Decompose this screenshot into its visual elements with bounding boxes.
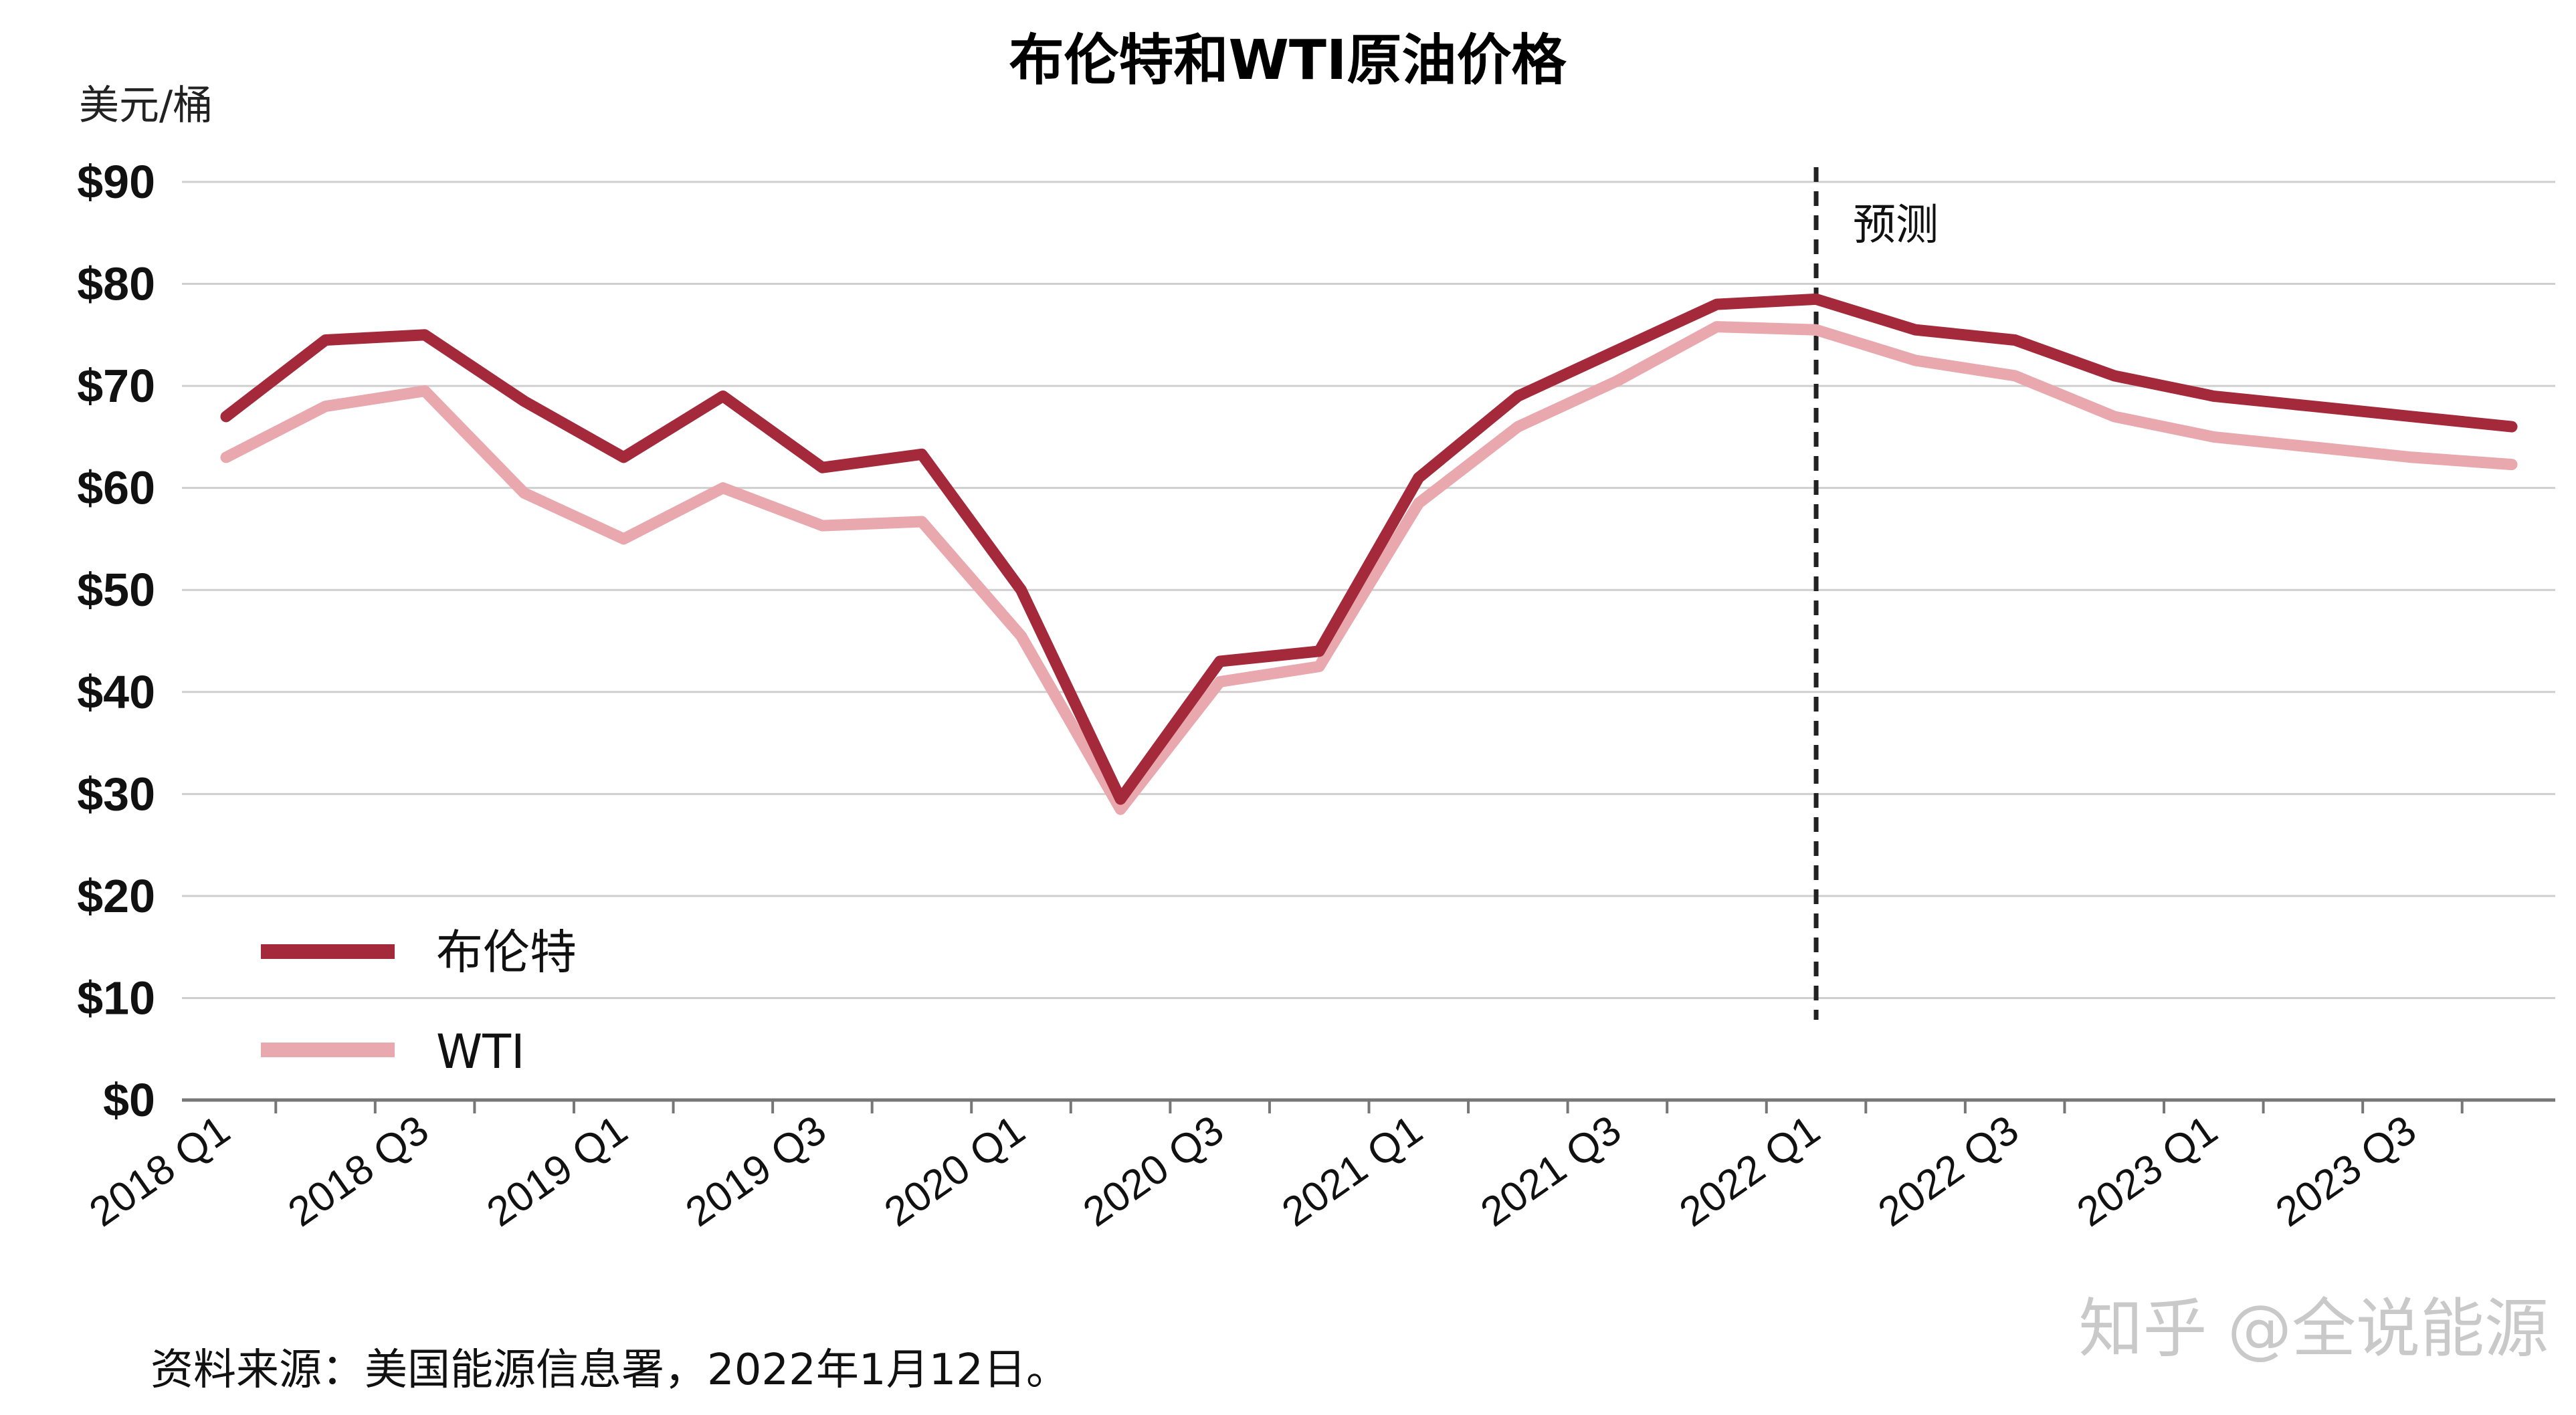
x-tick-label: 2020 Q3 — [1075, 1107, 1231, 1236]
y-tick-label: $40 — [77, 666, 155, 718]
legend: 布伦特 WTI — [261, 925, 577, 1079]
y-tick-label: $30 — [77, 768, 155, 820]
series-line-wti — [220, 321, 2518, 815]
y-tick-label: $90 — [77, 156, 155, 208]
x-tick-label: 2019 Q3 — [678, 1107, 834, 1236]
chart-title: 布伦特和WTI原油价格 — [1009, 29, 1567, 92]
y-tick-label: $0 — [103, 1074, 155, 1126]
y-axis-tick-labels: $0 $10 $20 $30 $40 $50 $60 $70 $80 $90 — [77, 156, 155, 1126]
x-tick-label: 2021 Q3 — [1473, 1107, 1629, 1236]
x-tick-label: 2020 Q1 — [876, 1107, 1033, 1236]
y-tick-label: $50 — [77, 564, 155, 616]
x-tick-label: 2022 Q1 — [1672, 1107, 1828, 1236]
forecast-label: 预测 — [1853, 201, 1939, 250]
legend-label-brent: 布伦特 — [436, 925, 577, 980]
y-tick-label: $80 — [77, 258, 155, 310]
legend-label-wti: WTI — [436, 1024, 525, 1079]
x-tick-label: 2023 Q1 — [2069, 1107, 2225, 1236]
y-tick-label: $20 — [77, 870, 155, 922]
x-tick-label: 2019 Q1 — [479, 1107, 635, 1236]
x-axis-tick-labels: 2018 Q1 2018 Q3 2019 Q1 2019 Q3 2020 Q1 2020 … — [82, 1107, 2425, 1236]
source-note: 资料来源：美国能源信息署，2022年1月12日。 — [151, 1345, 1069, 1395]
y-axis-unit-label: 美元/桶 — [79, 82, 213, 129]
y-tick-label: $60 — [77, 462, 155, 514]
forecast-marker: 预测 — [1813, 167, 1939, 1020]
y-tick-label: $10 — [77, 972, 155, 1024]
y-tick-label: $70 — [77, 360, 155, 412]
x-axis — [182, 1098, 2555, 1113]
x-tick-label: 2018 Q3 — [280, 1107, 437, 1236]
series-lines — [220, 293, 2518, 815]
x-tick-label: 2023 Q3 — [2268, 1107, 2424, 1236]
x-tick-label: 2021 Q1 — [1274, 1107, 1430, 1236]
watermark: 知乎 @全说能源 — [2078, 1291, 2549, 1366]
series-line-brent — [220, 293, 2518, 805]
x-tick-label: 2022 Q3 — [1870, 1107, 2027, 1236]
